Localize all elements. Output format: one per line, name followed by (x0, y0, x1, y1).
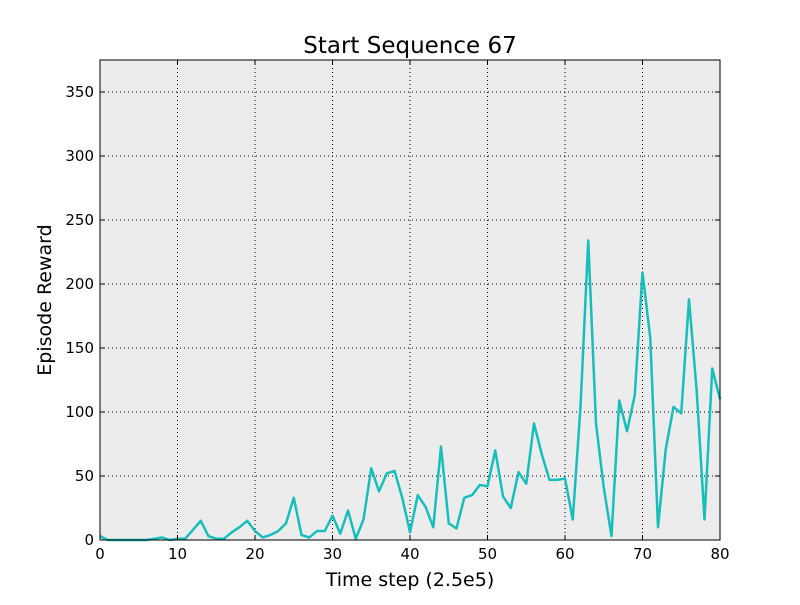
x-tick-label: 10 (168, 545, 187, 563)
series-layer (99, 239, 722, 542)
x-tick-label: 80 (710, 545, 729, 563)
y-axis-label: Episode Reward (34, 224, 56, 375)
x-axis-label: Time step (2.5e5) (325, 569, 495, 591)
x-tick-label: 50 (478, 545, 497, 563)
x-tick-label: 70 (633, 545, 652, 563)
x-tick-label: 0 (95, 545, 105, 563)
y-tick-label: 100 (65, 403, 94, 421)
x-tick-label: 20 (245, 545, 264, 563)
series-line (99, 239, 722, 542)
y-tick-label: 150 (65, 339, 94, 357)
y-tick-label: 250 (65, 211, 94, 229)
x-tick-label: 60 (555, 545, 574, 563)
ticks: 0 10 20 30 40 50 60 70 80 0 50 100 150 200 250 300 350 (65, 60, 730, 563)
y-tick-label: 200 (65, 275, 94, 293)
y-tick-label: 300 (65, 147, 94, 165)
x-tick-label: 40 (400, 545, 419, 563)
y-tick-label: 0 (84, 531, 94, 549)
chart-title: Start Sequence 67 (303, 33, 517, 59)
x-tick-label: 30 (323, 545, 342, 563)
y-tick-label: 50 (75, 467, 94, 485)
y-tick-label: 350 (65, 83, 94, 101)
